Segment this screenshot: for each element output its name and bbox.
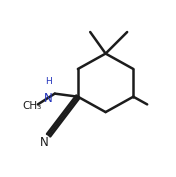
Text: H: H	[45, 77, 52, 86]
Text: N: N	[40, 136, 48, 149]
Text: N: N	[44, 92, 53, 105]
Text: CH₃: CH₃	[23, 101, 42, 111]
